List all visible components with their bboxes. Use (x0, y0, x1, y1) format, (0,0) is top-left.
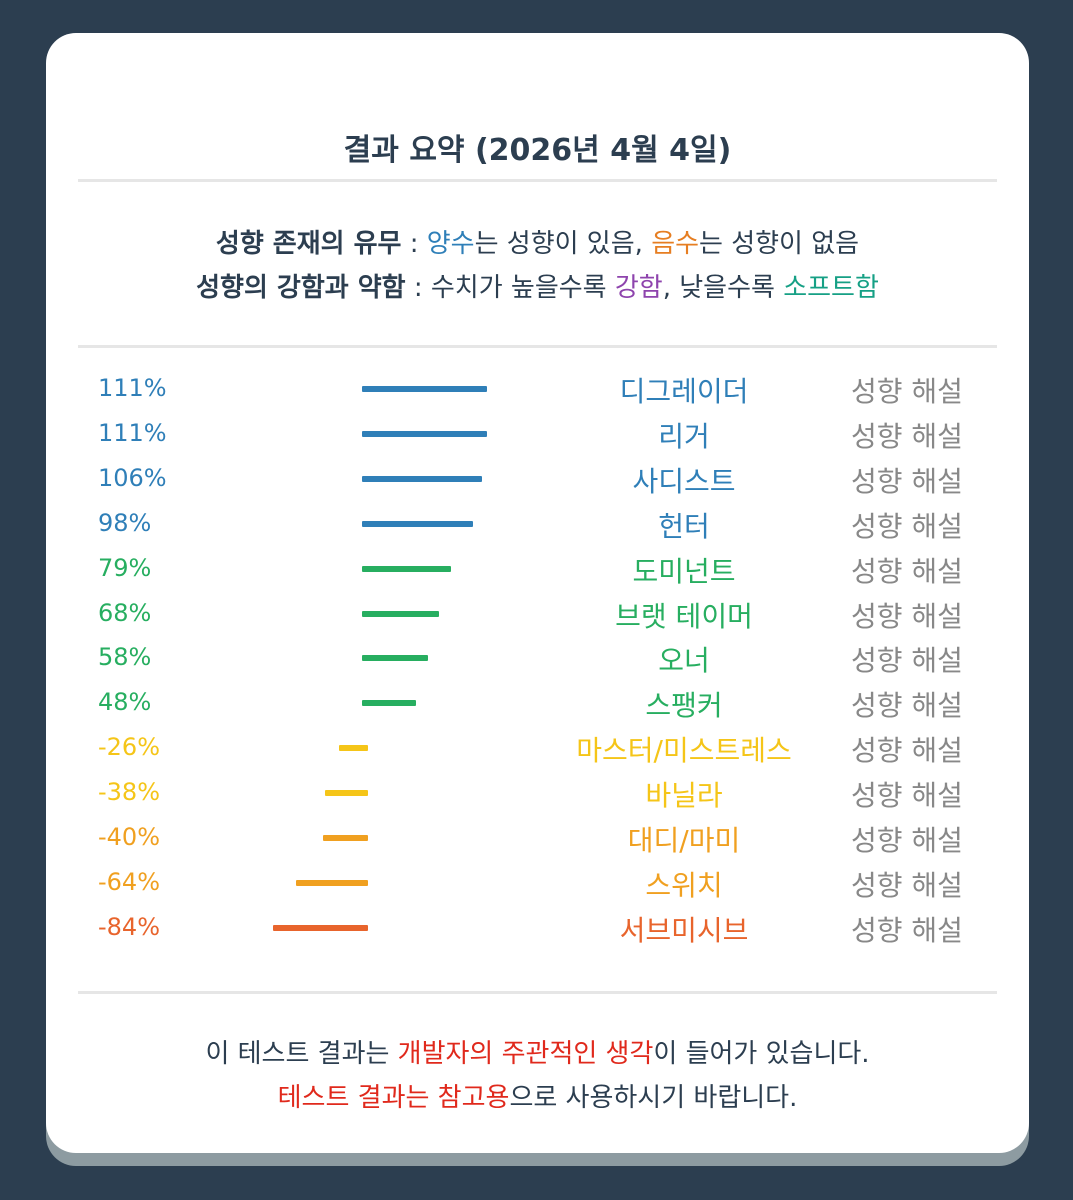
legend-soft: 소프트함 (783, 273, 879, 303)
result-bar (362, 520, 473, 527)
type-description-link[interactable]: 성향 해설 (851, 779, 963, 813)
result-percent: 68% (98, 598, 152, 627)
legend-text: : 수치가 높을수록 (405, 273, 615, 303)
result-bar (362, 565, 452, 572)
result-bar (325, 790, 368, 797)
footer-highlight: 개발자의 주관적인 생각 (397, 1039, 654, 1069)
result-type-name: 오너 (658, 644, 710, 678)
type-description-link[interactable]: 성향 해설 (851, 689, 963, 723)
result-bar (362, 700, 417, 707)
footer-highlight: 테스트 결과는 참고용 (277, 1083, 510, 1113)
legend-separator: : (401, 229, 427, 259)
legend-positive: 양수 (426, 229, 475, 259)
legend-negative: 음수 (651, 229, 700, 259)
result-percent: 98% (98, 508, 152, 537)
legend-text: 는 성향이 있음, (474, 229, 652, 259)
result-percent: -84% (98, 912, 161, 941)
result-type-name: 스팽커 (645, 689, 723, 723)
result-type-name: 대디/마미 (627, 824, 741, 857)
result-type-name: 바닐라 (645, 779, 723, 813)
legend-strong: 강함 (614, 273, 663, 303)
type-description-link[interactable]: 성향 해설 (851, 644, 963, 678)
type-description-link[interactable]: 성향 해설 (851, 913, 963, 947)
result-row: 106% 사디스트 성향 해설 (46, 463, 1029, 507)
footer-disclaimer-line2: 테스트 결과는 참고용으로 사용하시기 바랍니다. (46, 1077, 1029, 1114)
type-description-link[interactable]: 성향 해설 (851, 375, 963, 408)
result-row: -40% 대디/마미 성향 해설 (46, 822, 1029, 866)
result-row: -64% 스위치 성향 해설 (46, 867, 1029, 911)
legend-line-strength: 성향의 강함과 약함 : 수치가 높을수록 강함, 낮을수록 소프트함 (46, 267, 1029, 304)
result-row: 111% 디그레이더 성향 해설 (46, 373, 1029, 417)
type-description-link[interactable]: 성향 해설 (851, 419, 963, 453)
result-row: -84% 서브미시브 성향 해설 (46, 912, 1029, 956)
result-percent: 111% (98, 374, 167, 402)
legend-line-presence: 성향 존재의 유무 : 양수는 성향이 있음, 음수는 성향이 없음 (46, 223, 1029, 260)
result-percent: 106% (98, 463, 167, 492)
type-description-link[interactable]: 성향 해설 (851, 734, 963, 768)
result-bar (362, 610, 439, 617)
footer-disclaimer-line1: 이 테스트 결과는 개발자의 주관적인 생각이 들어가 있습니다. (46, 1033, 1029, 1070)
result-type-name: 디그레이더 (619, 375, 749, 408)
result-bar (322, 835, 368, 841)
result-percent: 48% (98, 688, 152, 717)
footer-text: 이 테스트 결과는 (205, 1039, 398, 1069)
result-row: 79% 도미넌트 성향 해설 (46, 553, 1029, 597)
legend-text: 는 성향이 없음 (699, 229, 860, 259)
result-bar (295, 879, 368, 886)
divider-top (78, 179, 997, 182)
result-type-name: 서브미시브 (619, 913, 749, 947)
result-type-name: 마스터/미스트레스 (576, 734, 792, 768)
type-description-link[interactable]: 성향 해설 (851, 509, 963, 543)
result-percent: 111% (98, 418, 167, 447)
result-type-name: 브랫 테이머 (615, 599, 753, 633)
type-description-link[interactable]: 성향 해설 (851, 554, 963, 588)
footer-text: 이 들어가 있습니다. (653, 1039, 870, 1069)
type-description-link[interactable]: 성향 해설 (851, 464, 963, 498)
result-percent: 58% (98, 643, 152, 672)
result-type-name: 사디스트 (632, 464, 736, 498)
result-percent: -26% (98, 733, 161, 762)
divider-bottom (78, 991, 997, 994)
legend-label-strength: 성향의 강함과 약함 (196, 273, 406, 303)
result-bar (362, 386, 488, 392)
result-bar (362, 655, 428, 662)
result-row: 68% 브랫 테이머 성향 해설 (46, 598, 1029, 642)
result-type-name: 헌터 (658, 509, 710, 543)
result-row: -38% 바닐라 성향 해설 (46, 777, 1029, 821)
result-bar (362, 475, 482, 482)
result-bar (362, 430, 488, 437)
type-description-link[interactable]: 성향 해설 (851, 599, 963, 633)
result-bar (273, 924, 368, 931)
legend-text: , 낮을수록 (662, 273, 784, 303)
result-percent: -38% (98, 778, 161, 807)
type-description-link[interactable]: 성향 해설 (851, 824, 963, 857)
result-row: 111% 리거 성향 해설 (46, 418, 1029, 462)
result-row: -26% 마스터/미스트레스 성향 해설 (46, 732, 1029, 776)
page-title: 결과 요약 (2026년 4월 4일) (343, 133, 732, 168)
result-type-name: 리거 (658, 419, 710, 453)
result-bar (338, 745, 368, 752)
result-percent: -64% (98, 867, 161, 896)
result-type-name: 스위치 (645, 868, 723, 902)
result-percent: -40% (98, 823, 161, 851)
legend-label-presence: 성향 존재의 유무 (215, 229, 402, 259)
divider-middle (78, 345, 997, 348)
result-row: 98% 헌터 성향 해설 (46, 508, 1029, 552)
result-percent: 79% (98, 553, 152, 582)
result-row: 48% 스팽커 성향 해설 (46, 687, 1029, 731)
result-card: 결과 요약 (2026년 4월 4일) 성향 존재의 유무 : 양수는 성향이 … (46, 33, 1029, 1153)
result-row: 58% 오너 성향 해설 (46, 642, 1029, 686)
result-type-name: 도미넌트 (632, 554, 736, 588)
type-description-link[interactable]: 성향 해설 (851, 868, 963, 902)
footer-text: 으로 사용하시기 바랍니다. (509, 1083, 798, 1113)
